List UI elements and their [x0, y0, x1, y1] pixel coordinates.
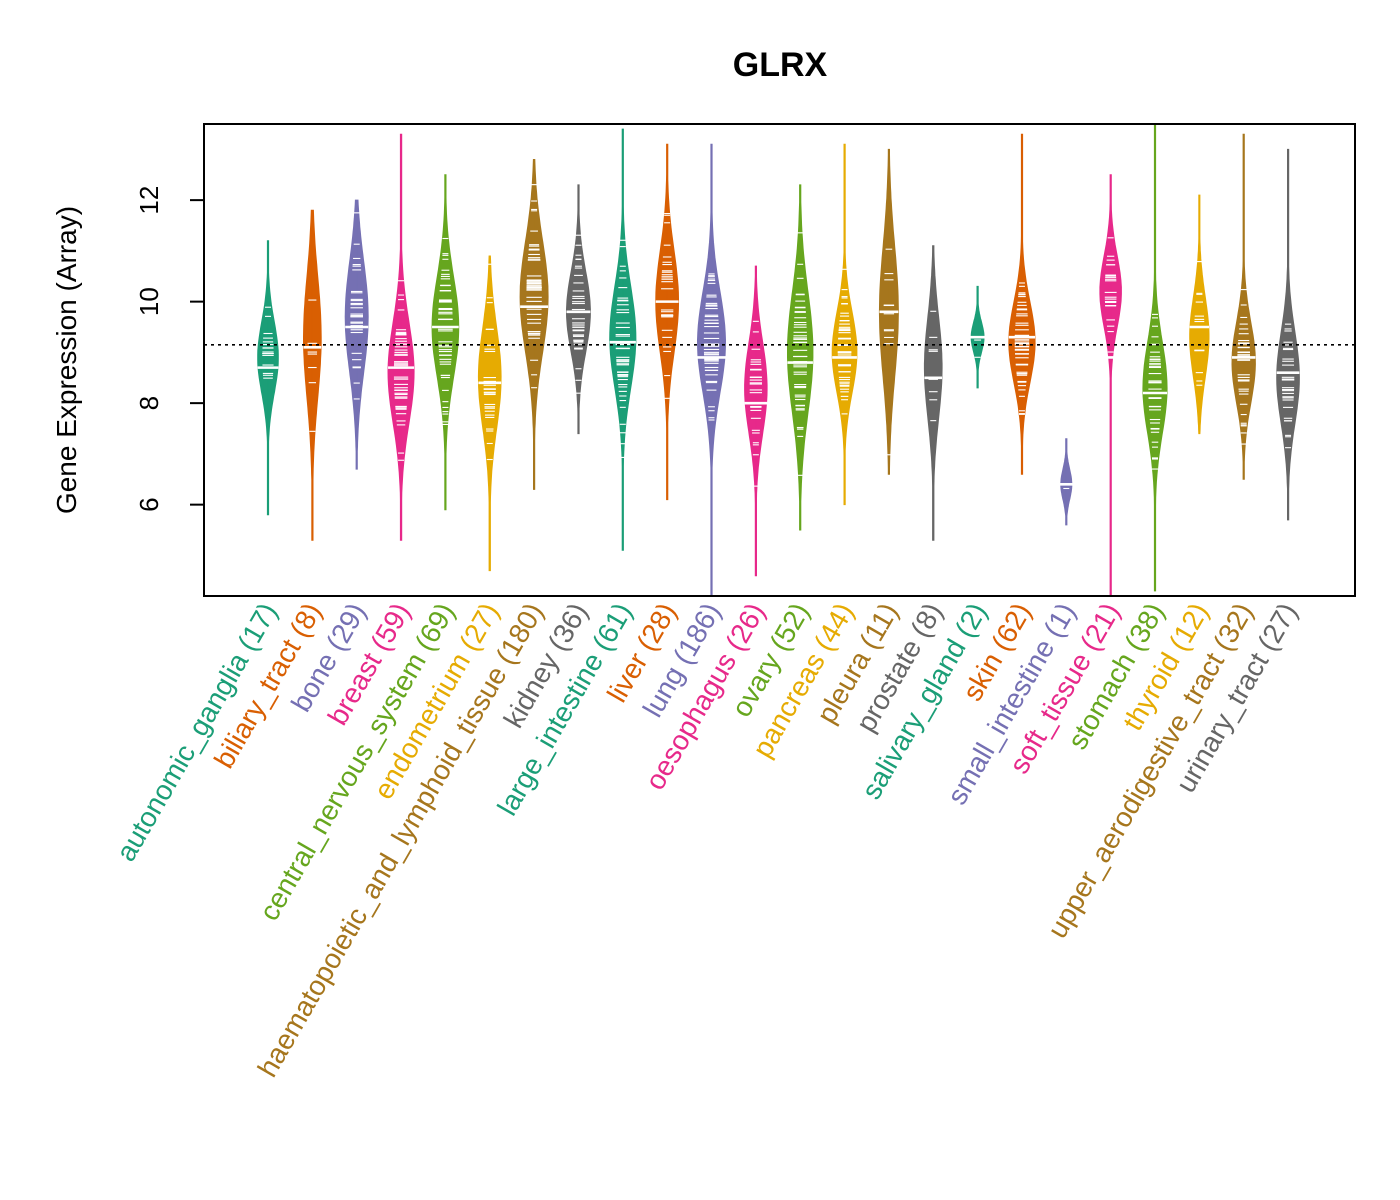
bean-endometrium [477, 255, 502, 572]
bean-pancreas [831, 143, 858, 506]
bean-pleura [878, 148, 899, 475]
y-tick-label: 10 [134, 287, 164, 316]
bean-breast [387, 133, 415, 541]
bean-large-intestine [609, 128, 637, 551]
bean-oesophagus [744, 265, 768, 577]
bean-lung [696, 143, 727, 597]
y-tick-label: 12 [134, 186, 164, 215]
y-tick-label: 6 [134, 497, 164, 511]
chart-title: GLRX [733, 46, 828, 84]
bean-ovary [787, 184, 814, 531]
bean-kidney [566, 184, 591, 435]
beans-layer [257, 123, 1300, 597]
y-axis: 6 8 10 12 [134, 186, 204, 512]
bean-autonomic-ganglia [257, 240, 279, 516]
bean-liver [655, 143, 679, 501]
bean-bone [344, 199, 369, 470]
y-axis-label: Gene Expression (Array) [51, 206, 82, 514]
bean-urinary-tract [1276, 148, 1300, 521]
bean-salivary-gland [969, 285, 986, 389]
bean-thyroid [1189, 194, 1210, 435]
bean-haematopoietic-and-lymphoid-tissue [519, 159, 549, 490]
bean-soft-tissue [1099, 174, 1122, 597]
bean-prostate [923, 245, 943, 541]
plot-frame [203, 123, 1356, 597]
bean-upper-aerodigestive-tract [1231, 133, 1256, 480]
bean-biliary-tract [303, 209, 322, 541]
x-axis-labels: autonomic_ganglia (17)biliary_tract (8)b… [110, 598, 1303, 1083]
bean-skin [1008, 133, 1036, 475]
category-count: (27) [1248, 598, 1304, 663]
bean-central-nervous-system [431, 174, 460, 511]
bean-small-intestine [1058, 438, 1075, 526]
y-tick-label: 8 [134, 396, 164, 410]
bean-stomach [1142, 123, 1168, 592]
